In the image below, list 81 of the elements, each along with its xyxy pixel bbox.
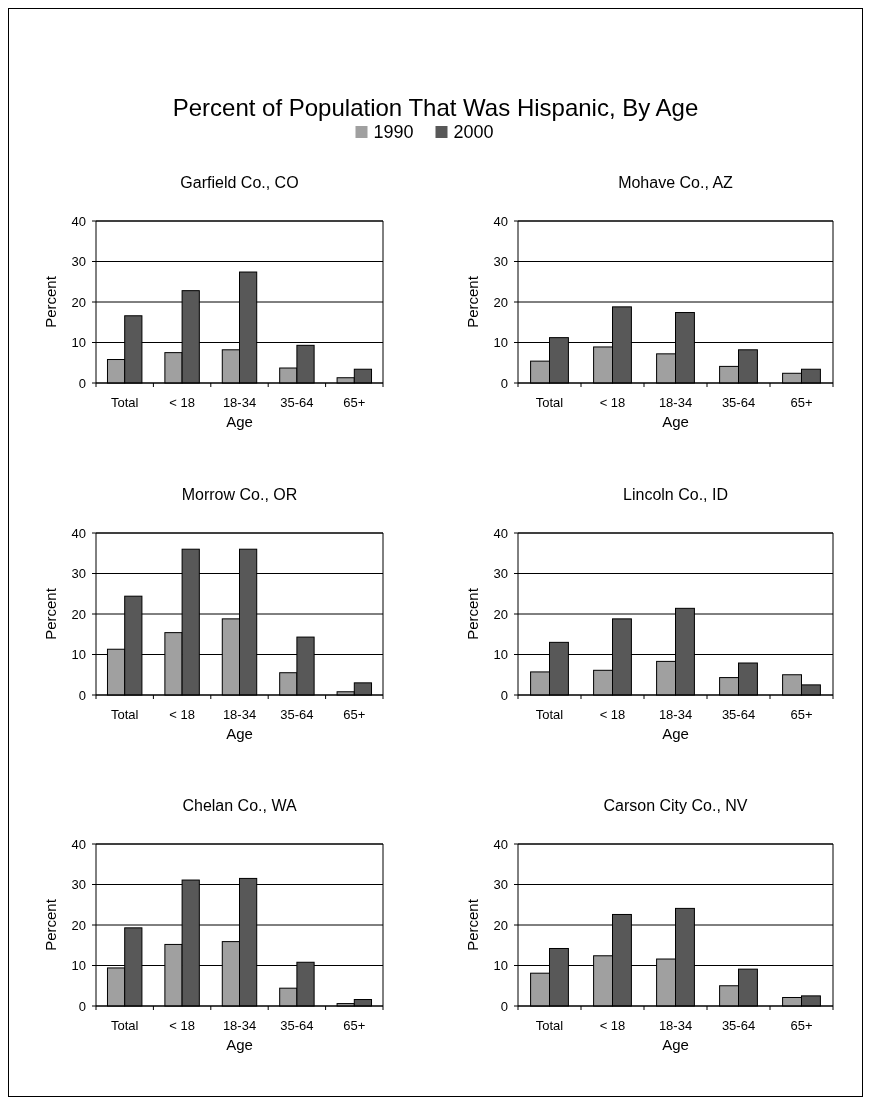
chart-title: Morrow Co., OR [181,486,298,503]
y-tick-label: 30 [71,254,86,270]
y-tick-label: 0 [500,375,508,391]
x-tick-label: Total [110,707,139,722]
chart-title: Lincoln Co., ID [623,486,728,503]
x-tick-label: < 18 [169,1018,195,1033]
x-tick-label: 18-34 [222,1018,257,1033]
y-tick-label: 0 [78,687,86,703]
text: Percent of Population That Was Hispanic, By Age [172,94,699,121]
x-tick-label: 35-64 [280,1018,314,1033]
y-tick-label: 40 [71,525,86,541]
y-tick-label: 0 [500,687,508,703]
y-tick-label: 40 [71,836,86,852]
y-tick-label: 0 [78,375,86,391]
x-axis-title: Age [226,725,253,742]
x-tick-label: 65+ [790,707,813,722]
x-axis-title: Age [662,725,689,742]
y-tick-label: 40 [493,213,508,229]
x-tick-label: 18-34 [658,1018,693,1033]
x-axis-title: Age [226,413,253,430]
y-tick-label: 10 [71,335,86,351]
chart-title: Garfield Co., CO [180,174,299,191]
x-tick-label: 18-34 [658,707,693,722]
y-tick-label: 10 [71,958,86,974]
chart-title: Mohave Co., AZ [618,174,734,191]
x-tick-label: 65+ [343,395,366,410]
y-axis-title: Percent [464,275,481,328]
x-tick-label: 65+ [343,707,366,722]
x-tick-label: Total [535,1018,564,1033]
y-tick-label: 0 [500,998,508,1014]
y-tick-label: 20 [71,606,86,622]
chart-title: Carson City Co., NV [603,797,748,814]
legend-label: 1990 [373,122,414,142]
y-tick-label: 10 [493,335,508,351]
y-axis-title: Percent [464,898,481,951]
x-tick-label: 65+ [790,1018,813,1033]
x-tick-label: 35-64 [280,707,314,722]
x-tick-label: 35-64 [721,1018,756,1033]
x-tick-label: 35-64 [721,395,756,410]
y-tick-label: 30 [71,877,86,893]
y-tick-label: 30 [493,254,508,270]
y-tick-label: 40 [493,836,508,852]
x-tick-label: 65+ [790,395,813,410]
y-tick-label: 30 [493,566,508,582]
y-tick-label: 20 [493,294,508,310]
x-axis-title: Age [226,1036,253,1053]
y-tick-label: 40 [71,213,86,229]
x-axis-title: Age [662,413,689,430]
x-tick-label: 65+ [343,1018,366,1033]
y-tick-label: 20 [493,917,508,933]
y-axis-title: Percent [42,275,59,328]
legend-label: 2000 [453,122,494,142]
y-tick-label: 10 [493,958,508,974]
y-axis-title: Percent [42,587,59,640]
x-tick-label: < 18 [599,395,626,410]
x-tick-label: < 18 [169,395,195,410]
x-tick-label: Total [110,395,139,410]
x-tick-label: < 18 [169,707,195,722]
y-axis-title: Percent [42,898,59,951]
x-tick-label: 35-64 [280,395,314,410]
x-tick-label: 18-34 [658,395,693,410]
y-axis-title: Percent [464,587,481,640]
x-tick-label: Total [110,1018,139,1033]
y-tick-label: 20 [493,606,508,622]
y-tick-label: 10 [493,647,508,663]
y-tick-label: 30 [71,566,86,582]
y-tick-label: 30 [493,877,508,893]
chart-title: Chelan Co., WA [182,797,297,814]
y-tick-label: 10 [71,647,86,663]
x-tick-label: Total [535,395,564,410]
x-tick-label: < 18 [599,1018,626,1033]
y-tick-label: 0 [78,998,86,1014]
x-axis-title: Age [662,1036,689,1053]
y-tick-label: 20 [71,917,86,933]
x-tick-label: < 18 [599,707,626,722]
x-tick-label: 35-64 [721,707,756,722]
y-tick-label: 20 [71,294,86,310]
x-tick-label: Total [535,707,564,722]
x-tick-label: 18-34 [222,395,257,410]
x-tick-label: 18-34 [222,707,257,722]
y-tick-label: 40 [493,525,508,541]
